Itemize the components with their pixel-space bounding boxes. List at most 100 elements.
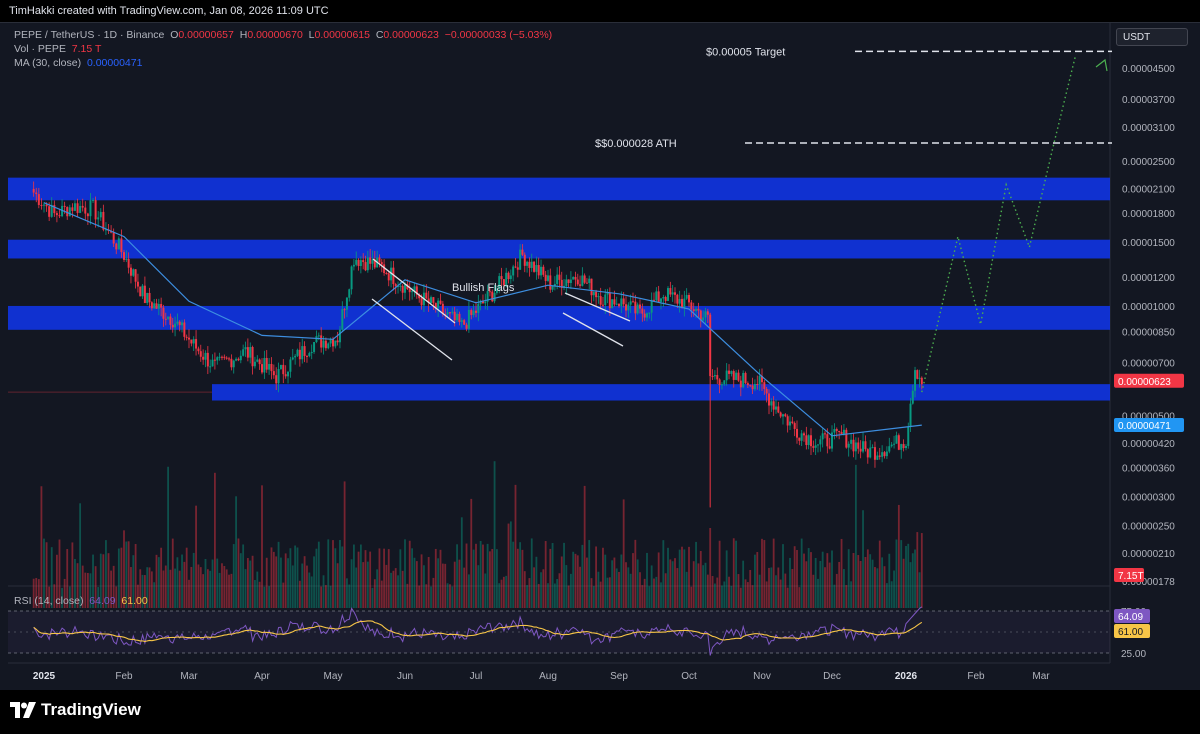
time-axis-tick: Nov — [753, 671, 771, 682]
volume-bar — [366, 561, 369, 608]
volume-bar — [107, 553, 110, 608]
candle-body — [373, 259, 376, 268]
volume-bar — [911, 553, 914, 608]
candle-body — [50, 205, 53, 217]
volume-bar — [761, 538, 763, 608]
volume-bar — [134, 543, 137, 608]
candle-body — [544, 274, 547, 281]
candle-body — [213, 359, 216, 361]
volume-bar — [291, 565, 294, 608]
price-chart[interactable]: $0.00005 Target $$0.000028 ATH Bullish Fla… — [0, 23, 1200, 691]
candle-body — [590, 278, 593, 296]
candle-body — [320, 335, 323, 348]
volume-bar — [127, 541, 130, 608]
volume-bar — [620, 554, 623, 608]
candle-body — [136, 281, 139, 287]
candle-body — [599, 296, 602, 305]
volume-bar — [282, 582, 285, 608]
volume-bar — [123, 530, 125, 608]
candle-body — [807, 435, 810, 446]
volume-bar — [588, 540, 591, 608]
volume-bar — [308, 572, 311, 608]
volume-bar — [477, 565, 480, 608]
ma-price-badge: 0.00000471 — [1114, 418, 1184, 433]
volume-bar — [439, 549, 442, 608]
volume-bar — [105, 540, 107, 608]
volume-bar — [655, 576, 658, 608]
candle-body — [277, 368, 280, 384]
volume-bar — [886, 583, 888, 608]
candle-body — [317, 335, 320, 337]
volume-bar — [420, 554, 423, 608]
candle-body — [812, 446, 815, 448]
volume-bar — [509, 521, 512, 608]
candle-body — [399, 285, 402, 287]
volume-bar — [325, 585, 327, 608]
volume-bar — [772, 538, 775, 608]
volume-bar — [385, 564, 388, 608]
candle-body — [256, 359, 259, 362]
ma-value: 0.00000471 — [86, 57, 143, 69]
volume-bar — [905, 546, 907, 608]
volume-bar — [512, 541, 515, 608]
candle-body — [775, 406, 777, 410]
candle-body — [857, 442, 860, 449]
volume-bar — [491, 548, 494, 608]
volume-bar — [579, 566, 581, 608]
candle-body — [528, 261, 531, 268]
volume-bar — [284, 553, 287, 608]
candle-body — [905, 445, 907, 449]
volume-bar — [348, 584, 351, 608]
volume-bar — [150, 571, 153, 608]
volume-bar — [800, 538, 803, 608]
candle-body — [676, 294, 679, 304]
candle-body — [418, 294, 421, 299]
candle-body — [650, 299, 653, 313]
candle-body — [753, 384, 756, 390]
candle-body — [711, 376, 714, 378]
volume-bar — [256, 571, 259, 608]
volume-bar — [895, 539, 898, 608]
volume-bar — [441, 563, 444, 608]
tradingview-logo[interactable]: TradingView — [10, 700, 141, 720]
candle-body — [308, 353, 311, 357]
volume-bar — [425, 584, 428, 608]
volume-bar — [831, 550, 833, 608]
candle-body — [751, 385, 754, 390]
candle-body — [472, 310, 475, 315]
price-axis-tick: 0.00000500 — [1122, 412, 1175, 423]
volume-bar — [567, 585, 570, 608]
candle-body — [232, 360, 235, 368]
candle-body — [112, 232, 115, 244]
candle-body — [220, 356, 223, 358]
low-label: L — [308, 29, 315, 41]
candle-body — [195, 339, 198, 349]
candle-body — [401, 285, 404, 293]
volume-bar — [537, 583, 540, 608]
volume-bar — [66, 549, 69, 608]
currency-button[interactable]: USDT — [1116, 28, 1188, 46]
candle-body — [613, 299, 616, 305]
volume-bar — [432, 577, 435, 608]
candle-body — [94, 200, 97, 220]
candle-body — [336, 340, 339, 343]
volume-bar — [183, 561, 186, 608]
volume-bar — [547, 583, 549, 608]
chart-area[interactable]: $0.00005 Target $$0.000028 ATH Bullish Fla… — [0, 22, 1200, 692]
volume-bar — [514, 484, 517, 608]
rsi-value-badge-bg — [1114, 609, 1150, 623]
candle-body — [211, 359, 214, 367]
volume-bar — [756, 552, 759, 608]
volume-bar — [739, 587, 742, 608]
author-credit: TimHakki created with TradingView.com, J… — [9, 5, 329, 17]
volume-bar — [838, 561, 841, 608]
volume-bar — [444, 563, 447, 608]
bullish-flags-label: Bullish Flags — [452, 282, 515, 294]
flag-channel-line — [372, 258, 456, 324]
volume-bar — [61, 587, 63, 608]
volume-bar — [115, 586, 118, 608]
volume-bar — [458, 559, 461, 608]
rsi-value-badge-text: 64.09 — [1118, 612, 1143, 623]
time-axis-tick: 2026 — [895, 671, 918, 682]
volume-bar — [143, 575, 146, 608]
